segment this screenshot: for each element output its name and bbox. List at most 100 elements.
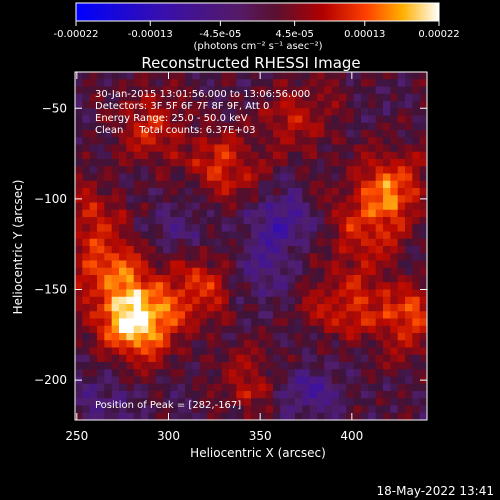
heatmap-cell [368, 231, 377, 240]
heatmap-cell [192, 231, 201, 240]
heatmap-cell [317, 246, 325, 254]
heatmap-cell [390, 333, 399, 341]
heatmap-cell [82, 391, 91, 399]
colorbar-tick-label: -0.00013 [128, 29, 173, 40]
heatmap-cell [111, 282, 120, 291]
heatmap-cell [155, 151, 164, 160]
heatmap-cell [405, 391, 413, 399]
heatmap-cell [243, 115, 252, 124]
heatmap-cell [331, 267, 340, 276]
heatmap-cell [177, 405, 186, 414]
heatmap-cell [302, 122, 311, 131]
heatmap-cell [119, 398, 127, 407]
heatmap-cell [273, 101, 281, 109]
heatmap-cell [251, 412, 259, 420]
heatmap-cell [405, 275, 413, 283]
heatmap-cell [163, 383, 171, 392]
heatmap-cell [177, 224, 186, 233]
heatmap-cell [302, 383, 311, 392]
heatmap-cell [236, 238, 245, 247]
heatmap-cell [163, 405, 171, 414]
heatmap-cell [221, 260, 230, 269]
heatmap-cell [331, 137, 340, 146]
heatmap-cell [324, 137, 333, 146]
heatmap-cell [192, 72, 201, 80]
heatmap-cell [207, 369, 215, 378]
heatmap-cell [324, 93, 333, 102]
heatmap-cell [302, 238, 311, 247]
heatmap-cell [170, 115, 179, 124]
heatmap-cell [170, 231, 179, 240]
heatmap-cell [397, 195, 406, 204]
heatmap-cell [295, 311, 303, 320]
heatmap-cell [331, 130, 340, 138]
heatmap-cell [295, 86, 303, 95]
heatmap-cell [126, 238, 135, 247]
heatmap-cell [287, 180, 296, 189]
heatmap-cell [148, 318, 157, 327]
heatmap-cell [390, 93, 399, 102]
heatmap-cell [141, 72, 149, 80]
heatmap-cell [361, 195, 369, 204]
heatmap-cell [207, 130, 215, 138]
heatmap-cell [170, 72, 179, 80]
heatmap-cell [251, 325, 259, 334]
heatmap-cell [346, 253, 355, 262]
heatmap-cell [383, 275, 391, 283]
heatmap-cell [170, 412, 179, 420]
heatmap-cell [236, 151, 245, 160]
heatmap-cell [375, 180, 384, 189]
heatmap-cell [287, 405, 296, 414]
heatmap-cell [339, 122, 347, 131]
heatmap-cell [295, 202, 303, 211]
heatmap-cell [126, 166, 135, 175]
heatmap-cell [133, 333, 142, 341]
heatmap-cell [397, 354, 406, 363]
heatmap-cell [258, 304, 267, 312]
heatmap-cell [133, 72, 142, 80]
heatmap-cell [383, 195, 391, 204]
heatmap-cell [273, 86, 281, 95]
heatmap-cell [317, 369, 325, 378]
heatmap-cell [89, 159, 98, 167]
heatmap-cell [302, 275, 311, 283]
heatmap-cell [317, 376, 325, 385]
heatmap-cell [295, 151, 303, 160]
heatmap-cell [119, 347, 127, 356]
heatmap-cell [89, 369, 98, 378]
heatmap-cell [177, 180, 186, 189]
heatmap-cell [324, 267, 333, 276]
heatmap-cell [412, 246, 421, 254]
heatmap-cell [317, 275, 325, 283]
heatmap-cell [155, 282, 164, 291]
heatmap-cell [419, 130, 427, 138]
heatmap-cell [170, 354, 179, 363]
heatmap-cell [346, 311, 355, 320]
heatmap-cell [309, 130, 318, 138]
heatmap-cell [82, 101, 91, 109]
heatmap-cell [163, 246, 171, 254]
heatmap-cell [397, 144, 406, 153]
heatmap-cell [89, 354, 98, 363]
heatmap-cell [368, 253, 377, 262]
heatmap-cell [229, 238, 237, 247]
heatmap-cell [163, 391, 171, 399]
heatmap-cell [207, 304, 215, 312]
heatmap-cell [111, 209, 120, 218]
heatmap-cell [317, 362, 325, 370]
heatmap-cell [111, 260, 120, 269]
heatmap-cell [229, 289, 237, 298]
heatmap-cell [177, 296, 186, 305]
heatmap-cell [119, 383, 127, 392]
heatmap-cell [141, 224, 149, 233]
heatmap-cell [214, 304, 223, 312]
heatmap-cell [295, 398, 303, 407]
heatmap-cell [324, 130, 333, 138]
heatmap-cell [258, 130, 267, 138]
heatmap-cell [324, 115, 333, 124]
heatmap-cell [141, 260, 149, 269]
heatmap-cell [97, 137, 105, 146]
heatmap-cell [265, 224, 274, 233]
heatmap-cell [390, 238, 399, 247]
heatmap-cell [229, 108, 237, 117]
